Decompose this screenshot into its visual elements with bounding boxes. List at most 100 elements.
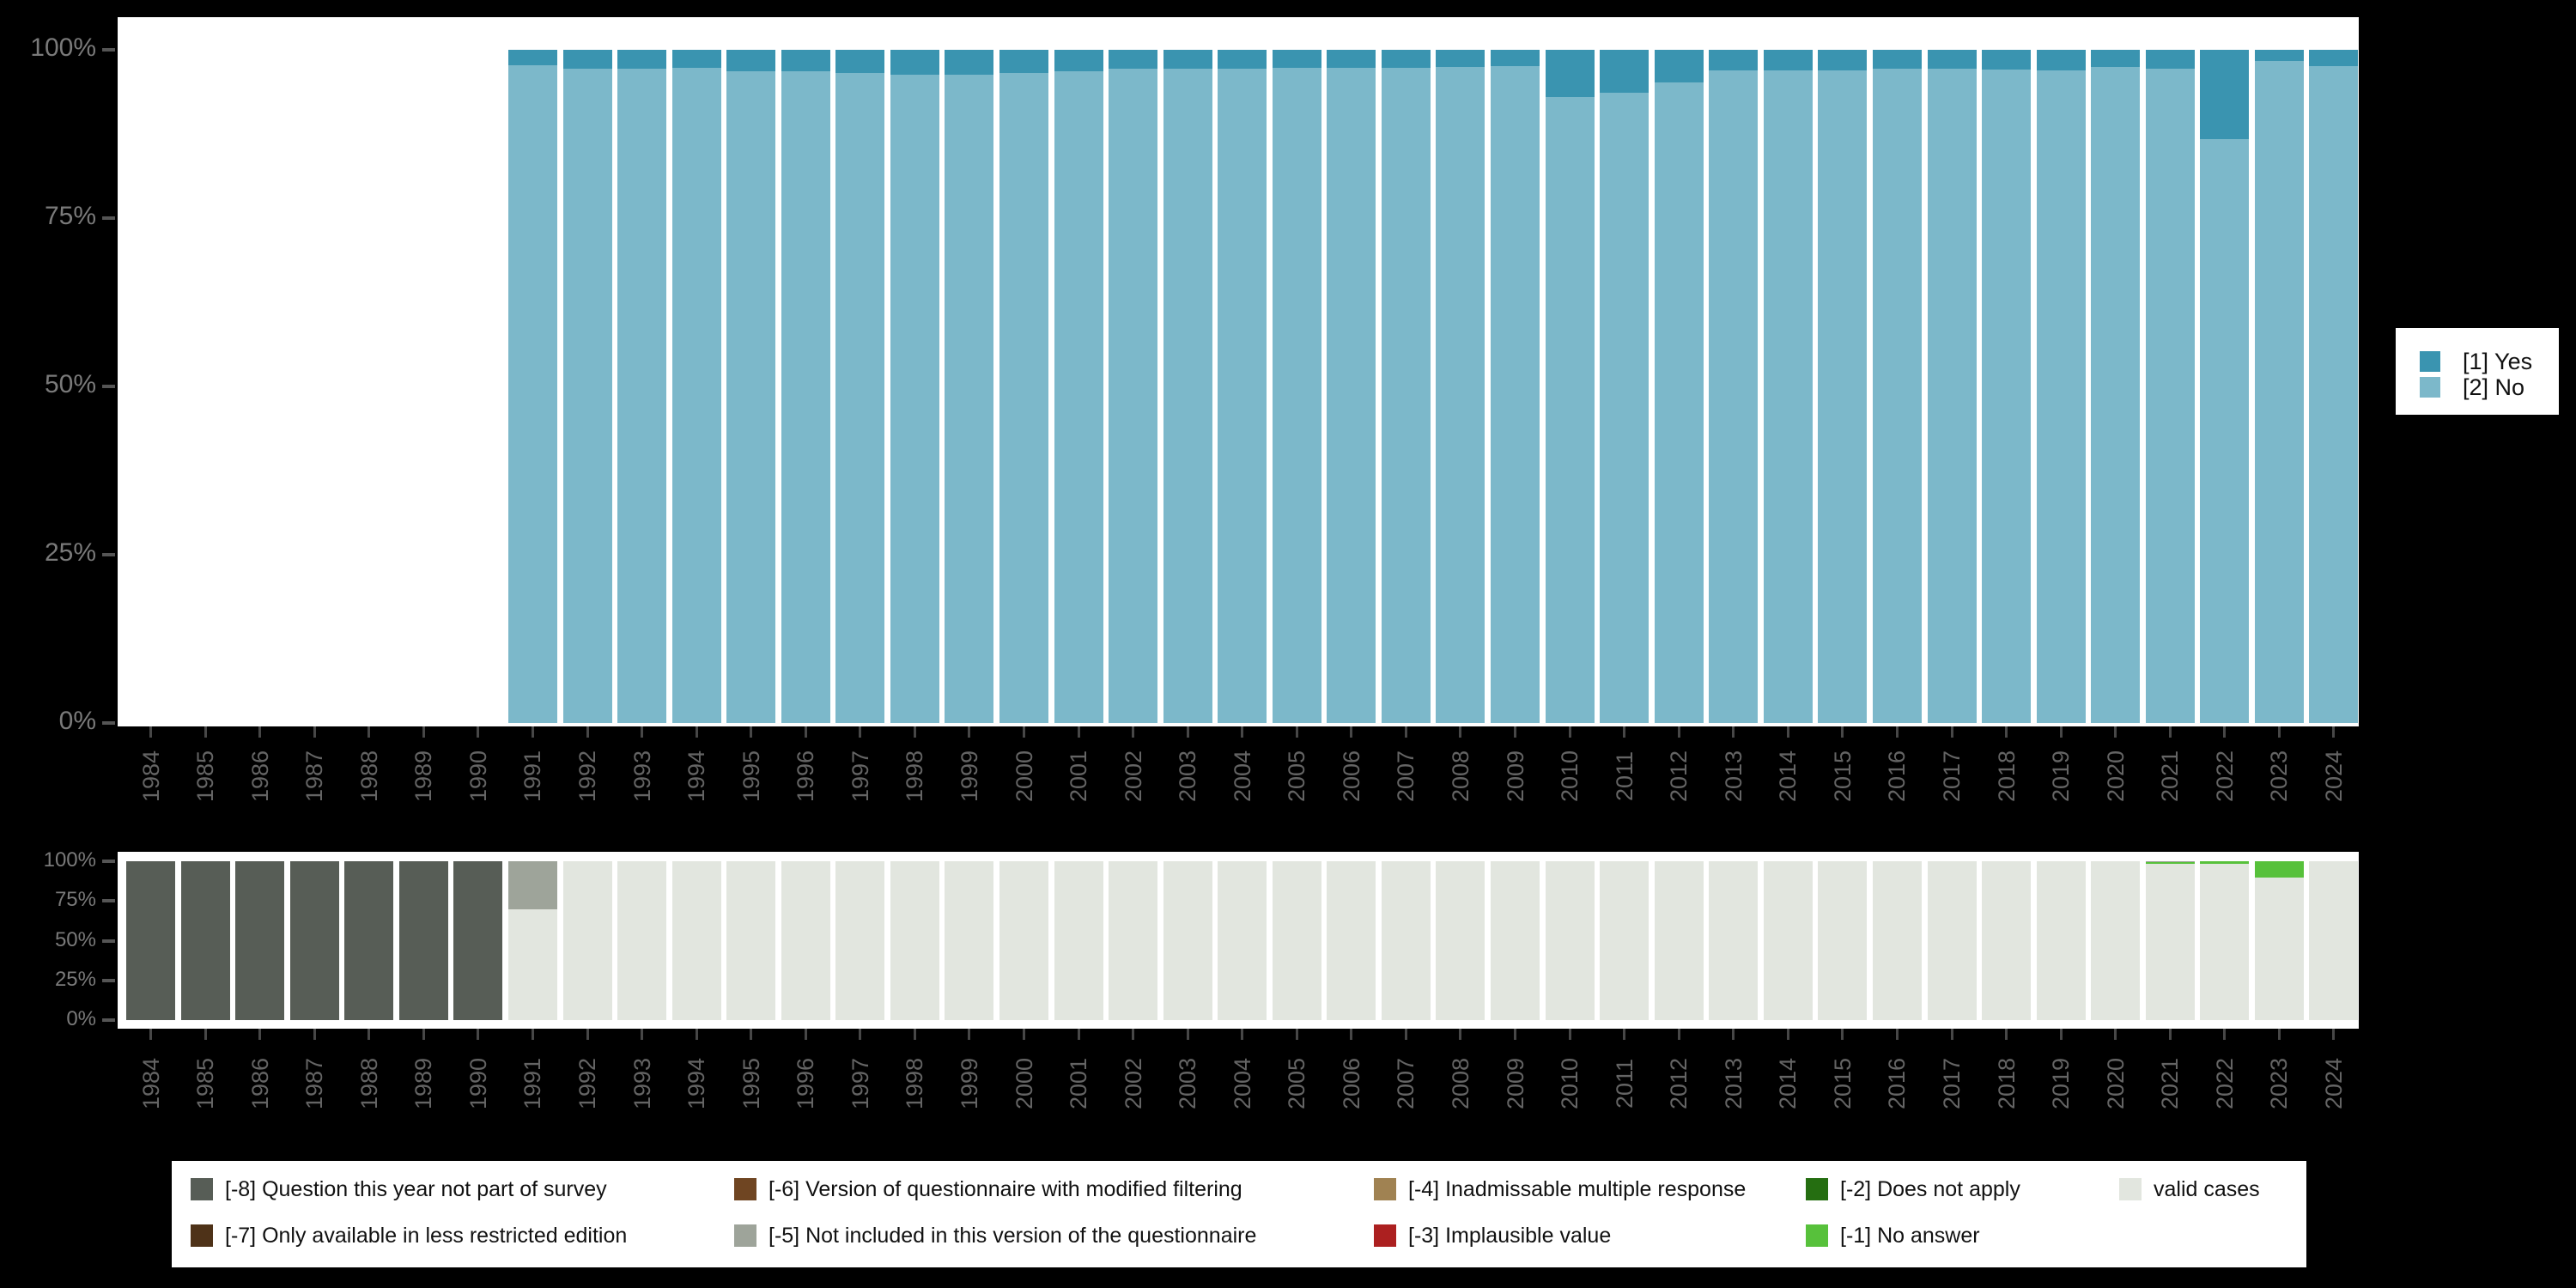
bar-segment <box>1709 70 1759 723</box>
year-label: 2002 <box>1120 750 1146 803</box>
bar-segment <box>617 861 666 1020</box>
y-axis-tick <box>102 385 115 388</box>
year-label: 2020 <box>2102 1057 2129 1110</box>
x-axis-tick <box>1241 1029 1244 1040</box>
y-axis-tick <box>102 1018 115 1022</box>
bar-segment <box>507 65 557 723</box>
x-axis-tick <box>1132 1029 1135 1040</box>
legend-label: [-4] Inadmissable multiple response <box>1408 1177 1747 1201</box>
bar-segment <box>2145 864 2195 1020</box>
year-label: 1997 <box>847 750 873 803</box>
x-axis-tick <box>2005 726 2008 738</box>
bar-segment <box>890 75 939 723</box>
x-axis-tick <box>1732 1029 1735 1040</box>
legend-label-no: [2] No <box>2463 374 2525 400</box>
x-axis-tick <box>531 726 534 738</box>
bar-segment <box>726 861 776 1020</box>
x-axis-tick <box>1623 1029 1626 1040</box>
bar-segment <box>1545 50 1595 97</box>
year-label: 1997 <box>847 1057 873 1110</box>
x-axis-tick <box>804 726 807 738</box>
x-axis-tick <box>2168 726 2172 738</box>
year-label: 2008 <box>1447 1057 1473 1110</box>
bar-segment <box>1872 861 1922 1020</box>
bar-segment <box>1818 70 1868 723</box>
bar-segment <box>2309 50 2359 66</box>
legend-label: [-3] Implausible value <box>1408 1224 1612 1248</box>
year-label: 1992 <box>574 750 600 803</box>
bar-segment <box>671 50 721 69</box>
year-label: 2001 <box>1066 1057 1091 1110</box>
year-label: 1998 <box>902 750 928 803</box>
x-axis-tick <box>422 1029 425 1040</box>
year-label: 1996 <box>793 1057 819 1110</box>
legend-label: [-1] No answer <box>1840 1224 1980 1248</box>
y-axis-tick <box>102 553 115 556</box>
x-axis-tick <box>477 1029 480 1040</box>
x-axis-tick <box>750 726 753 738</box>
y-axis-label: 0% <box>66 1007 96 1031</box>
year-label: 1994 <box>683 750 710 803</box>
legend-swatch-icon <box>734 1178 756 1200</box>
bar-segment <box>1872 69 1922 723</box>
x-axis-tick <box>258 1029 262 1040</box>
bar-segment <box>2200 861 2250 864</box>
y-axis-label: 50% <box>54 927 96 951</box>
bar-segment <box>1982 69 2031 723</box>
bar-segment <box>2309 65 2359 723</box>
x-axis-tick <box>641 1029 643 1040</box>
bar-segment <box>1218 50 1267 69</box>
bar-segment <box>890 50 939 75</box>
bar-segment <box>999 861 1048 1020</box>
x-axis-tick <box>2223 726 2227 738</box>
bar-segment <box>1709 861 1759 1020</box>
year-label: 1986 <box>246 750 273 803</box>
y-axis-tick <box>102 860 115 863</box>
x-axis-tick <box>204 1029 207 1040</box>
bar-segment <box>781 71 830 723</box>
x-axis-tick <box>859 1029 862 1040</box>
bar-segment <box>999 72 1048 723</box>
year-label: 2011 <box>1611 1058 1637 1109</box>
bar-segment <box>2091 50 2141 67</box>
x-axis-tick <box>1350 726 1353 738</box>
year-label: 2022 <box>2211 1057 2238 1110</box>
legend-label: [-6] Version of questionnaire with modif… <box>769 1177 1242 1201</box>
bar-segment <box>2309 861 2359 1020</box>
bar-segment <box>453 861 503 1020</box>
year-label: 2010 <box>1557 1057 1583 1110</box>
bar-segment <box>1709 50 1759 71</box>
x-axis-tick <box>368 726 371 738</box>
year-label: 2005 <box>1284 750 1310 803</box>
bar-segment <box>835 861 885 1020</box>
bar-segment <box>126 861 175 1020</box>
year-label: 2012 <box>1666 750 1692 803</box>
bar-segment <box>2091 861 2141 1020</box>
bar-segment <box>2145 862 2195 864</box>
x-axis-tick <box>1895 1029 1899 1040</box>
x-axis-tick <box>477 726 480 738</box>
bar-segment <box>945 50 994 75</box>
legend-item-yes: [1] Yes <box>2420 349 2559 374</box>
y-axis-tick <box>102 216 115 220</box>
bar-segment <box>1927 861 1977 1020</box>
x-axis-tick <box>1514 726 1516 738</box>
year-label: 1989 <box>410 750 437 803</box>
year-label: 2005 <box>1284 1057 1310 1110</box>
x-axis-tick <box>1077 1029 1080 1040</box>
bar-segment <box>1163 69 1212 723</box>
x-axis-tick <box>859 726 862 738</box>
bar-segment <box>507 908 557 1020</box>
legend-label: [-5] Not included in this version of the… <box>769 1224 1257 1248</box>
bar-segment <box>1600 50 1649 94</box>
x-axis-tick <box>1786 726 1789 738</box>
bar-segment <box>2200 50 2250 140</box>
bar-segment <box>1436 861 1485 1020</box>
x-axis-tick <box>1186 726 1189 738</box>
bar-segment <box>1600 93 1649 723</box>
bar-segment <box>1272 68 1321 723</box>
bar-segment <box>999 50 1048 73</box>
x-axis-tick <box>2332 1029 2336 1040</box>
year-label: 2013 <box>1720 750 1747 803</box>
year-label: 1991 <box>519 750 546 803</box>
